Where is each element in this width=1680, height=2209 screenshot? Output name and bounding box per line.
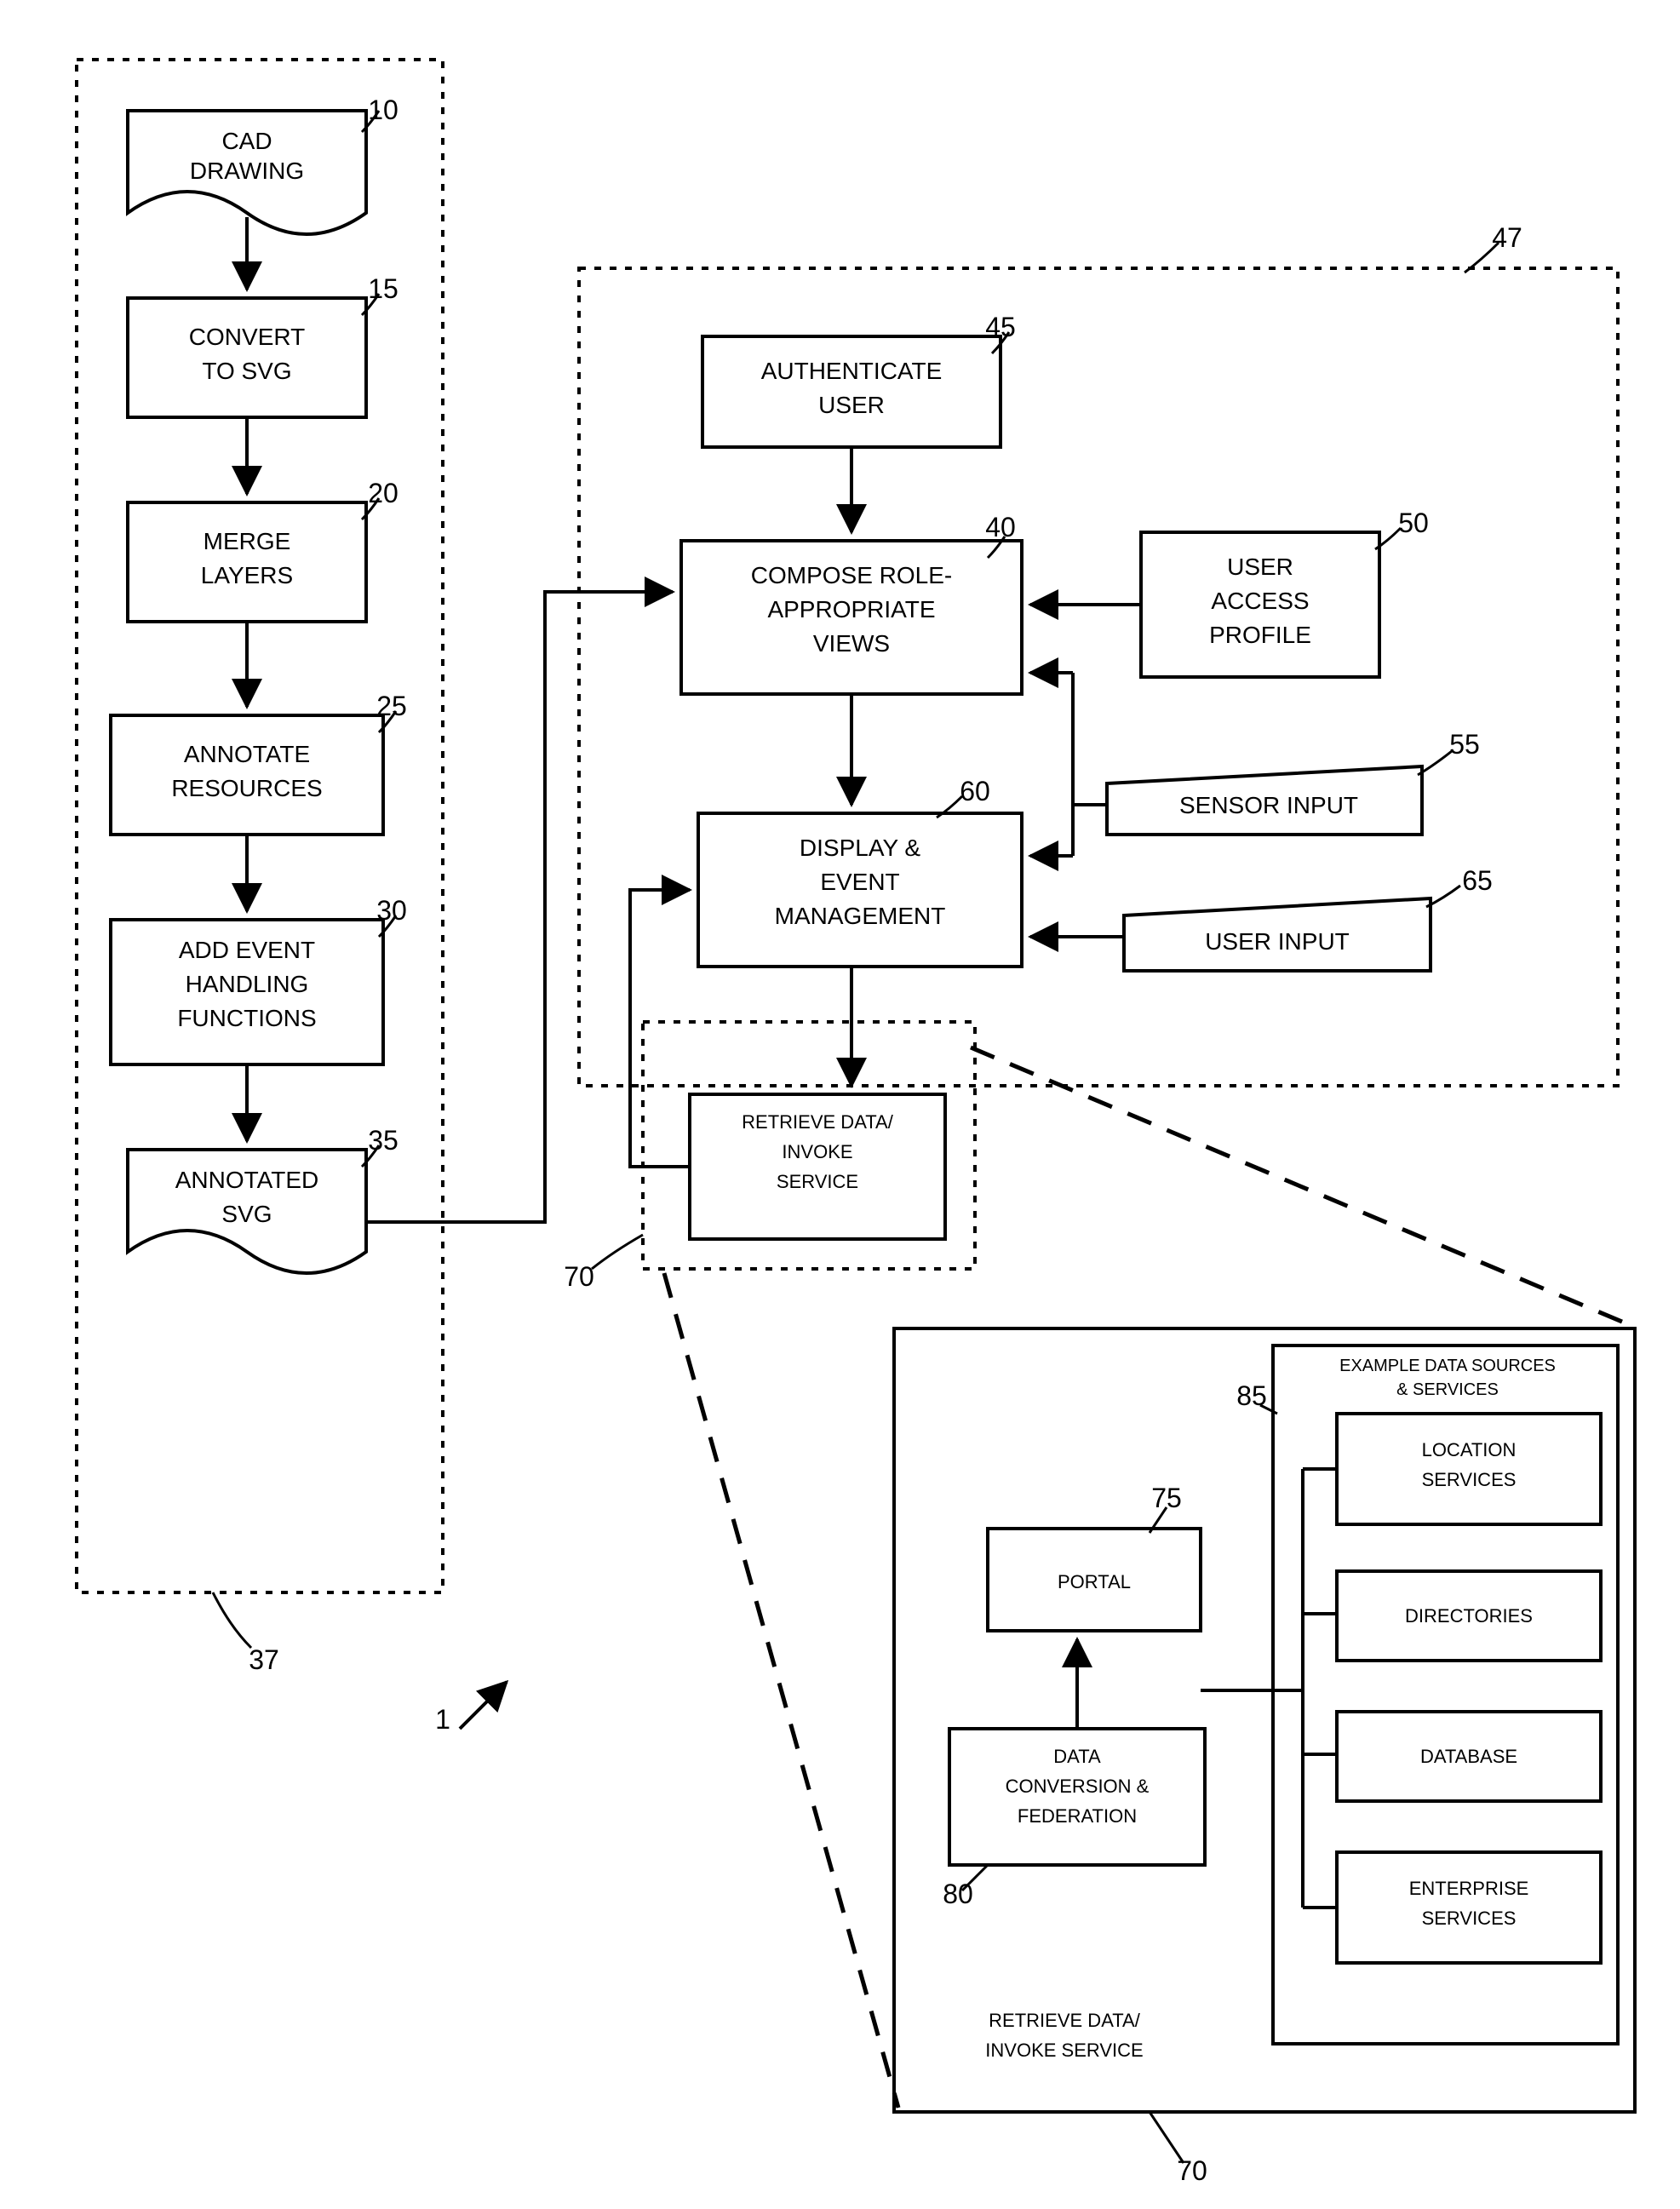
- node-dem-l2: EVENT: [820, 869, 899, 895]
- node-data-conv-fed: DATA CONVERSION & FEDERATION: [949, 1729, 1205, 1865]
- ref-45: 45: [985, 312, 1016, 342]
- edge-70-60-loop: [630, 890, 690, 1167]
- node-uap-l2: ACCESS: [1211, 588, 1309, 614]
- ref-50: 50: [1398, 508, 1429, 538]
- edge-35-40: [366, 592, 673, 1222]
- retrieve-label-l1: RETRIEVE DATA/: [989, 2010, 1141, 2031]
- example-title-l1: EXAMPLE DATA SOURCES: [1339, 1357, 1556, 1375]
- node-aeh-l3: FUNCTIONS: [177, 1005, 316, 1031]
- flowchart-diagram: CAD DRAWING 10 CONVERT TO SVG 15 MERGE L…: [0, 0, 1680, 2209]
- dcf-l1: DATA: [1053, 1746, 1101, 1767]
- ls-l2: SERVICES: [1422, 1469, 1517, 1490]
- ref-60: 60: [960, 776, 990, 806]
- node-annotated-svg: ANNOTATED SVG: [128, 1150, 366, 1273]
- example-title-l2: & SERVICES: [1396, 1380, 1499, 1399]
- node-dem-l1: DISPLAY &: [800, 835, 920, 861]
- node-convert-svg-l2: TO SVG: [202, 358, 291, 384]
- node-portal: PORTAL: [988, 1529, 1201, 1631]
- node-convert-svg: CONVERT TO SVG: [128, 298, 366, 417]
- ref-55: 55: [1449, 729, 1480, 760]
- ref-35: 35: [368, 1125, 398, 1156]
- node-add-event-handling: ADD EVENT HANDLING FUNCTIONS: [111, 920, 383, 1064]
- portal-l1: PORTAL: [1058, 1571, 1131, 1592]
- node-aeh-l1: ADD EVENT: [179, 937, 315, 963]
- node-directories: DIRECTORIES: [1337, 1571, 1601, 1661]
- dcf-l2: CONVERSION &: [1006, 1776, 1150, 1797]
- node-annotated-svg-l1: ANNOTATED: [175, 1167, 319, 1193]
- retrieve-label-l2: INVOKE SERVICE: [985, 2040, 1143, 2061]
- node-uap-l3: PROFILE: [1209, 622, 1311, 648]
- group-70-large-border: [894, 1328, 1635, 2112]
- node-uap-l1: USER: [1227, 554, 1293, 580]
- node-convert-svg-l1: CONVERT: [189, 324, 305, 350]
- ref-1: 1: [435, 1704, 450, 1735]
- node-rd-l1: RETRIEVE DATA/: [742, 1111, 894, 1133]
- node-merge-layers-l1: MERGE: [204, 528, 291, 554]
- dir-l1: DIRECTORIES: [1405, 1605, 1533, 1627]
- ref-1-arrow: [460, 1682, 507, 1729]
- ref-20: 20: [368, 478, 398, 508]
- node-location-services: LOCATION SERVICES: [1337, 1414, 1601, 1524]
- node-user-access-profile: USER ACCESS PROFILE: [1141, 532, 1379, 677]
- es-l2: SERVICES: [1422, 1908, 1517, 1929]
- ref-15: 15: [368, 273, 398, 304]
- node-enterprise-services: ENTERPRISE SERVICES: [1337, 1852, 1601, 1963]
- ref-65: 65: [1462, 865, 1493, 896]
- node-rd-l3: SERVICE: [777, 1171, 858, 1192]
- node-rd-l2: INVOKE: [782, 1141, 852, 1162]
- node-annotate-resources-l1: ANNOTATE: [184, 741, 310, 767]
- node-display-event-mgmt: DISPLAY & EVENT MANAGEMENT: [698, 813, 1022, 967]
- callout-ray-bottom: [664, 1273, 898, 2108]
- node-database: DATABASE: [1337, 1712, 1601, 1801]
- node-merge-layers-l2: LAYERS: [201, 562, 293, 588]
- node-cv-l1: COMPOSE ROLE-: [751, 562, 952, 588]
- node-compose-views: COMPOSE ROLE- APPROPRIATE VIEWS: [681, 541, 1022, 694]
- node-cad-drawing: CAD DRAWING: [128, 111, 366, 234]
- node-merge-layers: MERGE LAYERS: [128, 502, 366, 622]
- node-annotate-resources: ANNOTATE RESOURCES: [111, 715, 383, 835]
- callout-ray-top: [971, 1047, 1628, 1324]
- ref-70: 70: [564, 1261, 594, 1292]
- es-l1: ENTERPRISE: [1409, 1878, 1529, 1899]
- node-retrieve-data-small: RETRIEVE DATA/ INVOKE SERVICE: [690, 1094, 945, 1239]
- node-annotated-svg-l2: SVG: [221, 1201, 272, 1227]
- node-cv-l2: APPROPRIATE: [767, 596, 935, 623]
- node-sensor-l1: SENSOR INPUT: [1179, 792, 1358, 818]
- node-auth-l2: USER: [818, 392, 885, 418]
- ls-l1: LOCATION: [1422, 1439, 1517, 1460]
- node-annotate-resources-l2: RESOURCES: [171, 775, 322, 801]
- node-aeh-l2: HANDLING: [186, 971, 309, 997]
- node-ui-l1: USER INPUT: [1205, 928, 1350, 955]
- db-l1: DATABASE: [1420, 1746, 1517, 1767]
- node-sensor-input: SENSOR INPUT: [1107, 766, 1422, 835]
- ref-47: 47: [1492, 222, 1522, 253]
- ref-40: 40: [985, 512, 1016, 542]
- node-cad-drawing-l2: DRAWING: [190, 158, 304, 184]
- node-cad-drawing-l1: CAD: [221, 128, 272, 154]
- node-user-input: USER INPUT: [1124, 898, 1431, 971]
- ref-37: 37: [249, 1644, 279, 1675]
- node-auth-l1: AUTHENTICATE: [761, 358, 943, 384]
- group-47-border: [579, 268, 1618, 1086]
- node-dem-l3: MANAGEMENT: [775, 903, 946, 929]
- dcf-l3: FEDERATION: [1018, 1805, 1137, 1827]
- node-authenticate-user: AUTHENTICATE USER: [702, 336, 1001, 447]
- node-cv-l3: VIEWS: [813, 630, 890, 657]
